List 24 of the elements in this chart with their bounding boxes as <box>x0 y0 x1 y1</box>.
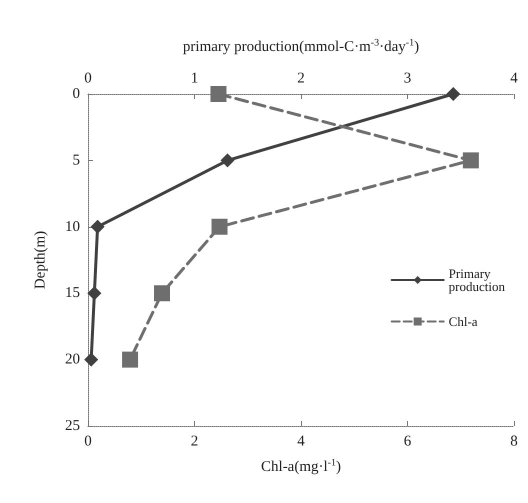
point <box>84 352 98 367</box>
y-tick-label: 25 <box>65 418 80 434</box>
point <box>446 87 460 101</box>
y-tick-label: 20 <box>65 352 80 368</box>
y-tick-label: 5 <box>72 152 80 168</box>
y-tick-label: 10 <box>65 218 80 235</box>
point <box>90 220 105 234</box>
y-tick-label: 0 <box>72 86 80 102</box>
point <box>87 286 102 300</box>
x-tick-label: 4 <box>297 434 306 450</box>
x-tick-label: 6 <box>404 434 412 450</box>
y-axis-title: Depth(m) <box>32 230 48 290</box>
x-tick-label: 8 <box>510 434 518 450</box>
x2-tick-label: 2 <box>297 70 305 86</box>
x-tick-label: 2 <box>190 434 198 450</box>
x2-tick-label: 4 <box>510 70 518 86</box>
x2-tick-label: 0 <box>84 70 92 86</box>
x2-tick-label: 1 <box>190 70 198 86</box>
point <box>220 153 235 168</box>
legend-label: Chl-a <box>448 314 478 329</box>
y-tick-label: 15 <box>65 285 80 302</box>
x2-tick-label: 3 <box>404 70 412 86</box>
legend-label: Primary production <box>448 266 506 294</box>
x-tick-label: 0 <box>84 434 92 450</box>
